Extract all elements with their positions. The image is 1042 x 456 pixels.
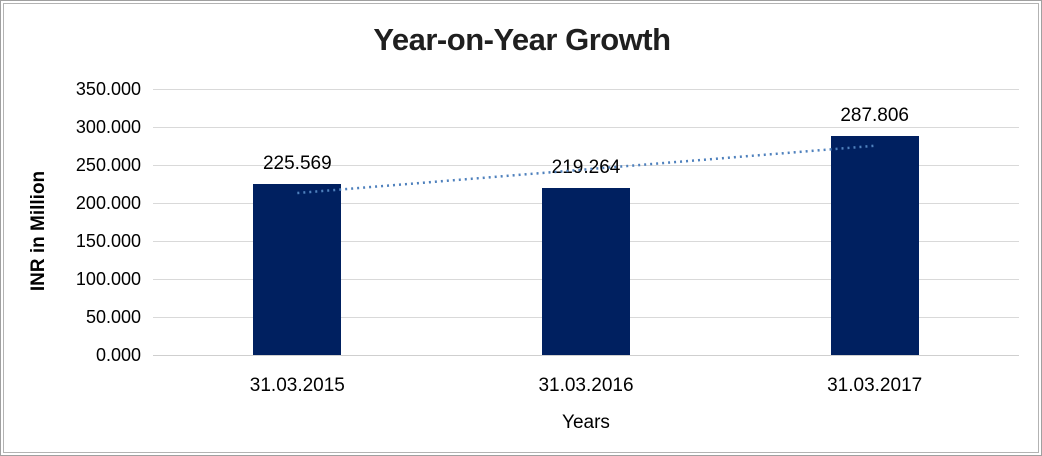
y-tick-label: 250.000 xyxy=(75,155,141,175)
bar xyxy=(830,136,919,355)
gridline xyxy=(153,164,1019,166)
y-tick-label: 200.000 xyxy=(75,193,141,213)
x-tick-label: 31.03.2015 xyxy=(249,375,345,396)
x-axis-title: Years xyxy=(562,412,610,433)
x-tick-label: 31.03.2016 xyxy=(538,375,634,396)
chart-title: Year-on-Year Growth xyxy=(373,22,671,57)
x-tick-label: 31.03.2017 xyxy=(827,375,923,396)
gridline xyxy=(153,354,1019,356)
bar xyxy=(253,183,342,355)
trendline xyxy=(297,144,875,195)
gridline xyxy=(153,126,1019,128)
y-tick-label: 350.000 xyxy=(75,79,141,99)
bar-value-label: 219.264 xyxy=(551,157,621,179)
y-tick-label: 100.000 xyxy=(75,269,141,289)
y-tick-label: 0.000 xyxy=(95,345,141,365)
bar xyxy=(542,188,630,355)
y-tick-label: 150.000 xyxy=(75,231,141,251)
y-tick-label: 50.000 xyxy=(85,307,141,327)
bar-value-label: 225.569 xyxy=(262,152,332,174)
bar-value-label: 287.806 xyxy=(840,105,909,127)
y-tick-label: 300.000 xyxy=(75,117,141,137)
gridline xyxy=(153,88,1019,90)
